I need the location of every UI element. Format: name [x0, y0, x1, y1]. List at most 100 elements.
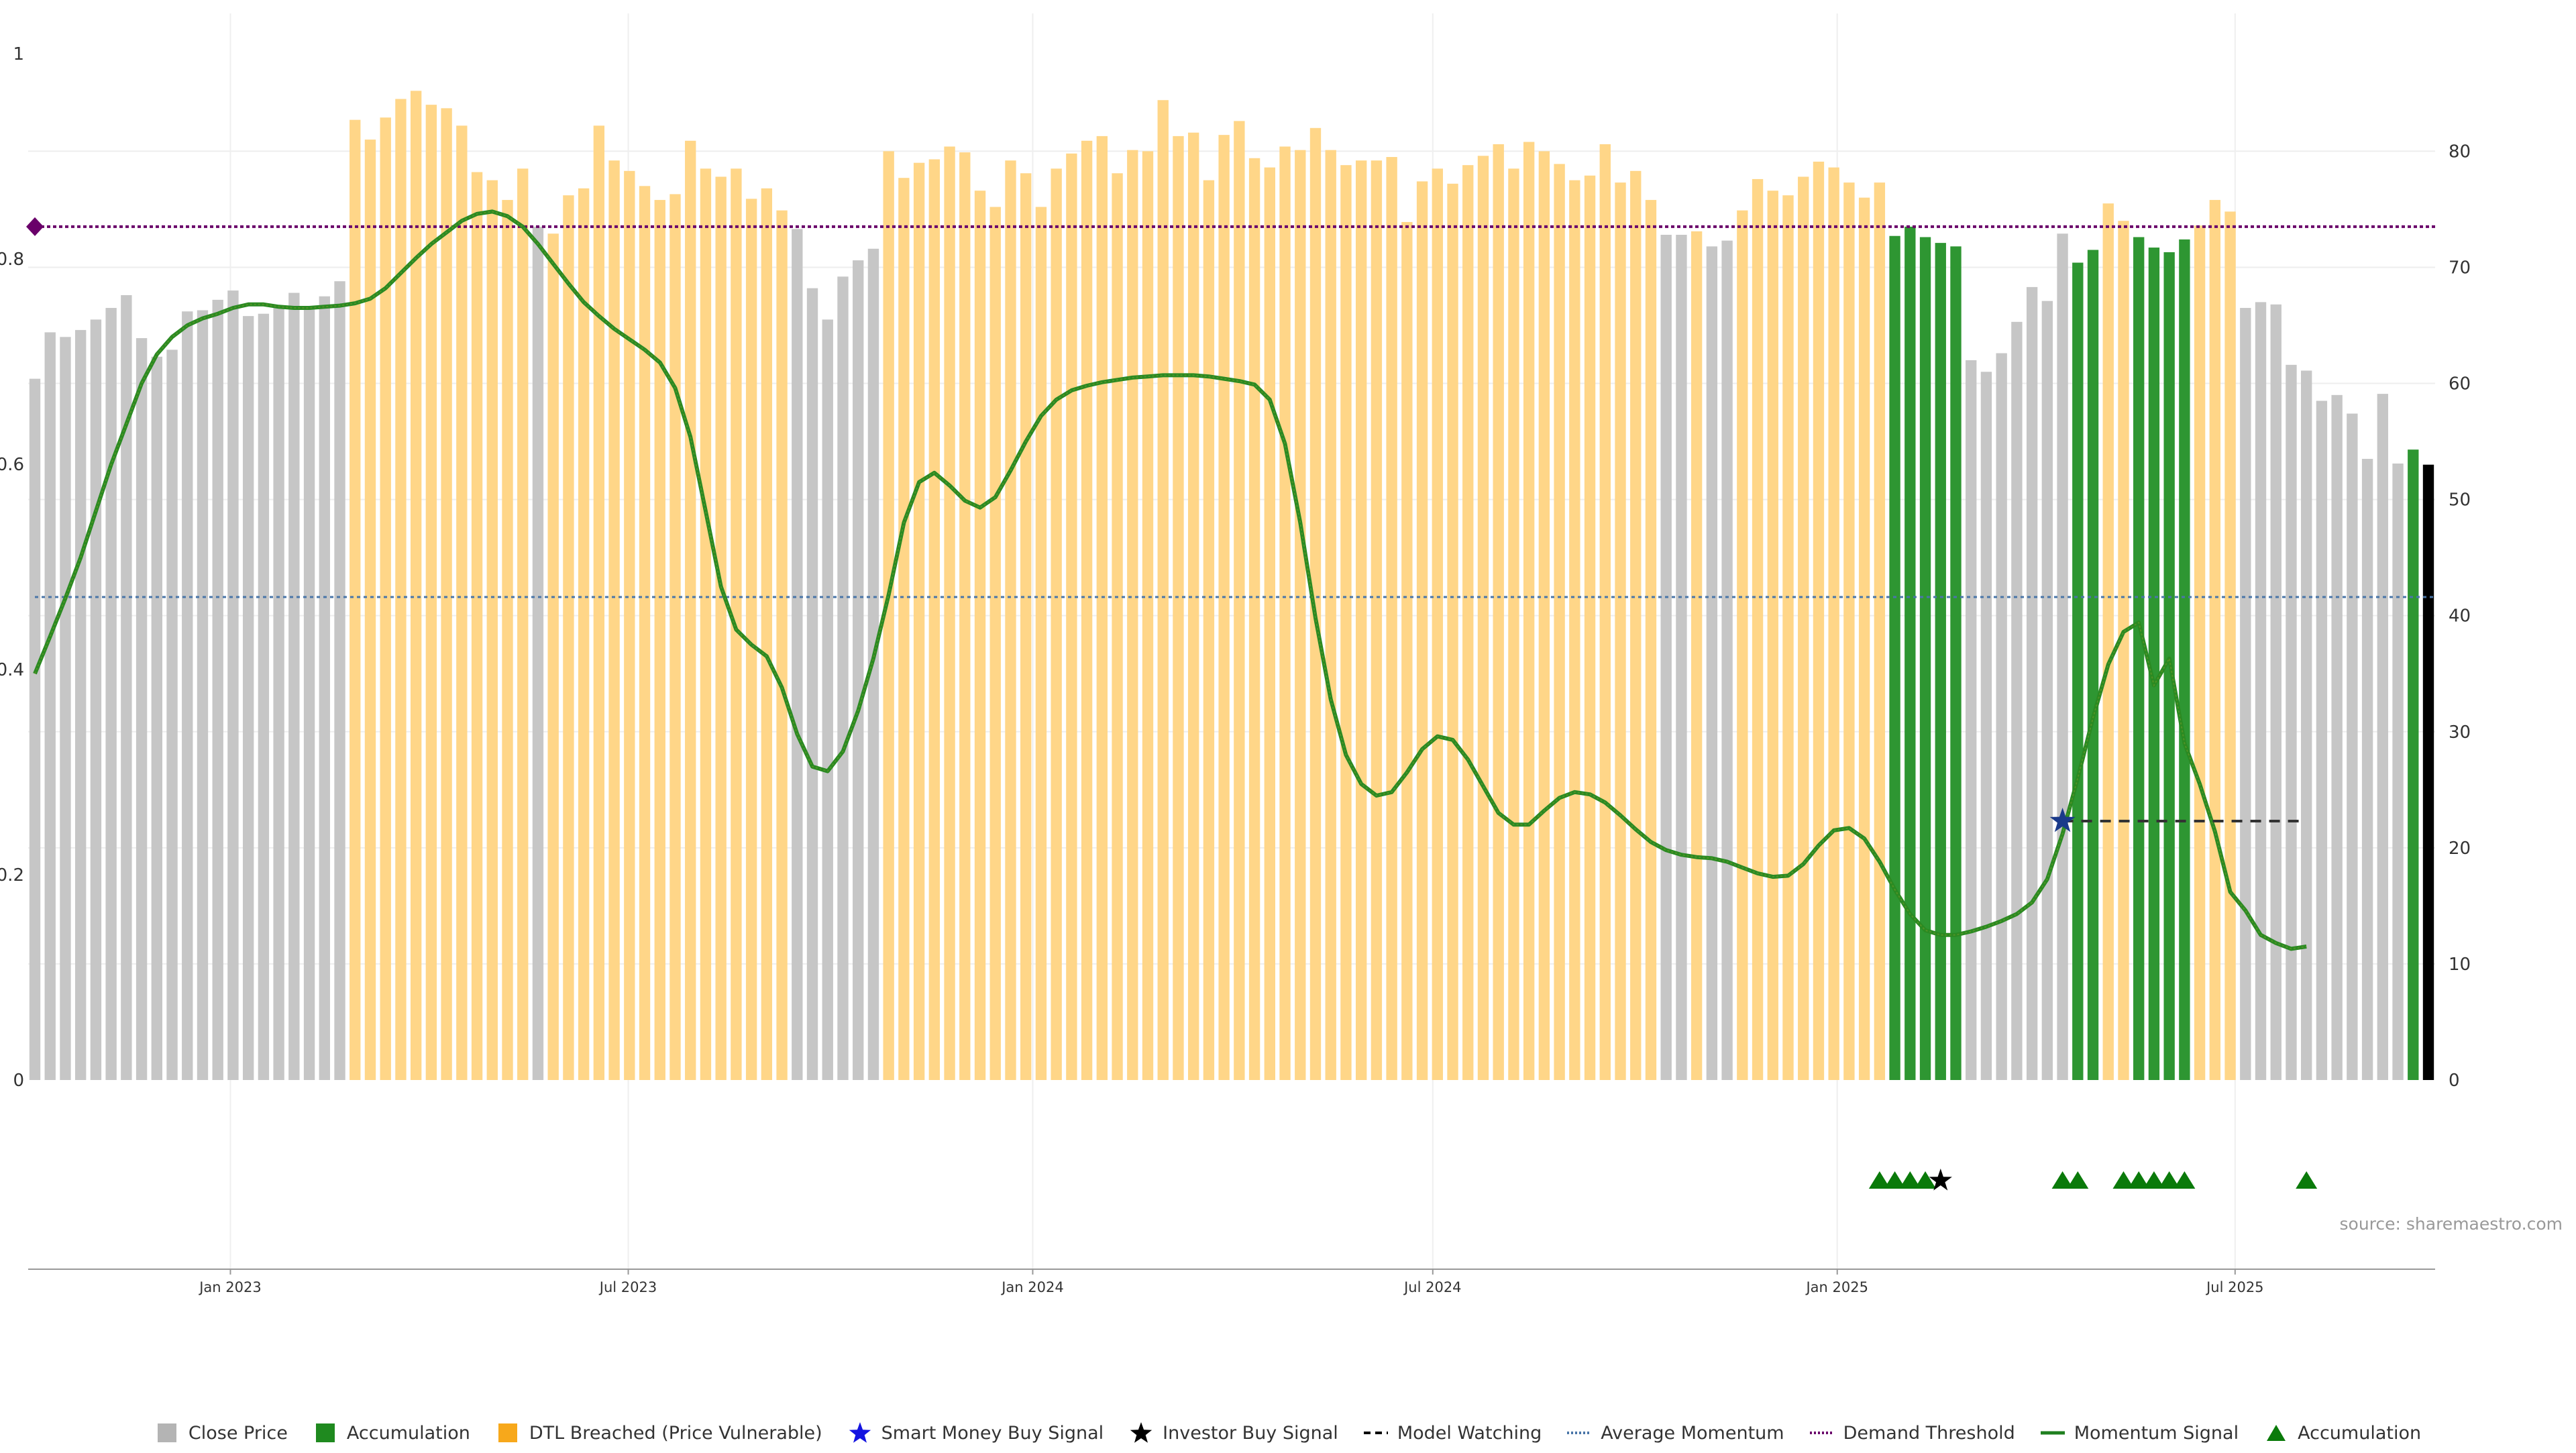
price-bar	[1798, 176, 1809, 1080]
price-bar	[486, 180, 498, 1081]
price-bar	[1767, 191, 1778, 1081]
price-bar	[1477, 156, 1489, 1080]
right-tick-label: 60	[2449, 374, 2471, 394]
price-bar	[334, 281, 345, 1081]
price-bar	[44, 332, 56, 1080]
price-bar	[273, 308, 284, 1080]
price-bar	[1401, 221, 1413, 1080]
legend-item-close-price: Close Price	[155, 1422, 288, 1444]
price-bar	[1309, 127, 1322, 1080]
price-bar	[395, 99, 407, 1080]
price-bar	[1950, 246, 1962, 1081]
legend-label: Accumulation	[2298, 1422, 2422, 1444]
price-bar	[837, 276, 849, 1081]
price-bar	[471, 172, 483, 1080]
price-bar	[654, 200, 665, 1081]
price-bar	[425, 105, 437, 1081]
price-bar	[2224, 211, 2236, 1080]
price-bar	[1462, 165, 1474, 1081]
price-bar	[974, 191, 986, 1081]
price-bar	[1035, 207, 1047, 1080]
price-bar	[1020, 173, 1032, 1080]
price-bar	[2133, 237, 2145, 1080]
price-bar	[1630, 170, 1642, 1080]
price-bar	[1584, 175, 1596, 1081]
price-bar	[1645, 200, 1657, 1081]
price-bar	[2194, 225, 2206, 1081]
price-bar	[303, 307, 315, 1081]
accumulation-triangle-icon	[2112, 1171, 2135, 1189]
price-bar	[1005, 160, 1016, 1081]
price-bar	[2102, 203, 2114, 1080]
accumulation-triangle-icon	[2296, 1171, 2318, 1189]
price-bar	[715, 176, 727, 1080]
price-bar	[456, 125, 468, 1080]
right-tick-label: 80	[2449, 142, 2471, 162]
price-bar	[1188, 132, 1199, 1081]
legend-item-smart-money: Smart Money Buy Signal	[848, 1422, 1104, 1444]
price-bar	[350, 119, 361, 1081]
price-bar	[288, 292, 300, 1080]
x-tick-label: Jul 2025	[2205, 1279, 2263, 1295]
price-bar	[242, 316, 254, 1081]
price-bar	[1676, 235, 1687, 1080]
accumulation-triangle-icon	[2128, 1171, 2150, 1189]
accumulation-triangle-icon	[2067, 1171, 2089, 1189]
price-bar	[624, 170, 635, 1080]
x-tick-label: Jul 2023	[598, 1279, 657, 1295]
legend-item-demand-threshold: Demand Threshold	[1809, 1422, 2015, 1444]
price-bar	[1234, 121, 1245, 1080]
price-bar	[212, 299, 223, 1080]
marker-layer	[1868, 808, 2318, 1191]
accumulation-triangle-icon	[1899, 1171, 1921, 1189]
price-bar	[669, 194, 681, 1080]
green-square-icon	[315, 1423, 335, 1442]
price-bar	[1935, 243, 1946, 1081]
source-credit: source: sharemaestro.com	[2339, 1214, 2563, 1234]
legend-item-average-momentum: Average Momentum	[1567, 1422, 1784, 1444]
price-bar	[2026, 286, 2038, 1080]
price-bar	[1355, 160, 1367, 1081]
price-bar	[1081, 140, 1093, 1080]
price-bar	[441, 108, 452, 1080]
price-bar	[822, 319, 833, 1080]
price-bar	[2087, 250, 2099, 1080]
price-bar	[1371, 160, 1383, 1081]
accumulation-triangle-icon	[1884, 1171, 1906, 1189]
price-bar	[2041, 301, 2053, 1081]
price-bar	[853, 260, 864, 1081]
price-bar	[745, 199, 757, 1080]
price-bar	[90, 319, 102, 1080]
price-bar	[2377, 394, 2389, 1080]
price-bar	[1721, 240, 1733, 1081]
price-bar	[227, 290, 239, 1081]
orange-square-icon	[498, 1423, 517, 1442]
price-bar	[1980, 372, 1992, 1081]
price-bar	[380, 117, 391, 1081]
price-bar	[2286, 364, 2297, 1080]
price-bar	[517, 168, 529, 1080]
line-layer	[26, 209, 2435, 951]
price-bar	[1279, 146, 1291, 1080]
price-bar	[1432, 168, 1443, 1080]
price-bar	[29, 378, 41, 1080]
price-bar	[2301, 370, 2312, 1080]
right-tick-label: 30	[2449, 722, 2471, 743]
price-bar	[2331, 394, 2343, 1080]
price-bar	[1203, 180, 1215, 1081]
price-bar	[2057, 233, 2068, 1080]
price-bar	[1523, 142, 1535, 1081]
price-bar	[502, 200, 513, 1081]
chart-legend: Close Price Accumulation DTL Breached (Pri…	[0, 1413, 2576, 1453]
legend-item-investor-buy: Investor Buy Signal	[1129, 1422, 1338, 1444]
price-bar	[1218, 135, 1230, 1081]
legend-item-model-watching: Model Watching	[1363, 1422, 1542, 1444]
price-bar	[1690, 231, 1703, 1081]
price-bar	[182, 311, 193, 1081]
price-bar	[944, 146, 955, 1080]
accumulation-triangle-icon	[1868, 1171, 1890, 1189]
right-tick-label: 50	[2449, 490, 2471, 510]
price-bar	[1889, 235, 1900, 1081]
price-bar	[2408, 449, 2419, 1080]
accumulation-triangle-icon	[2143, 1171, 2165, 1189]
